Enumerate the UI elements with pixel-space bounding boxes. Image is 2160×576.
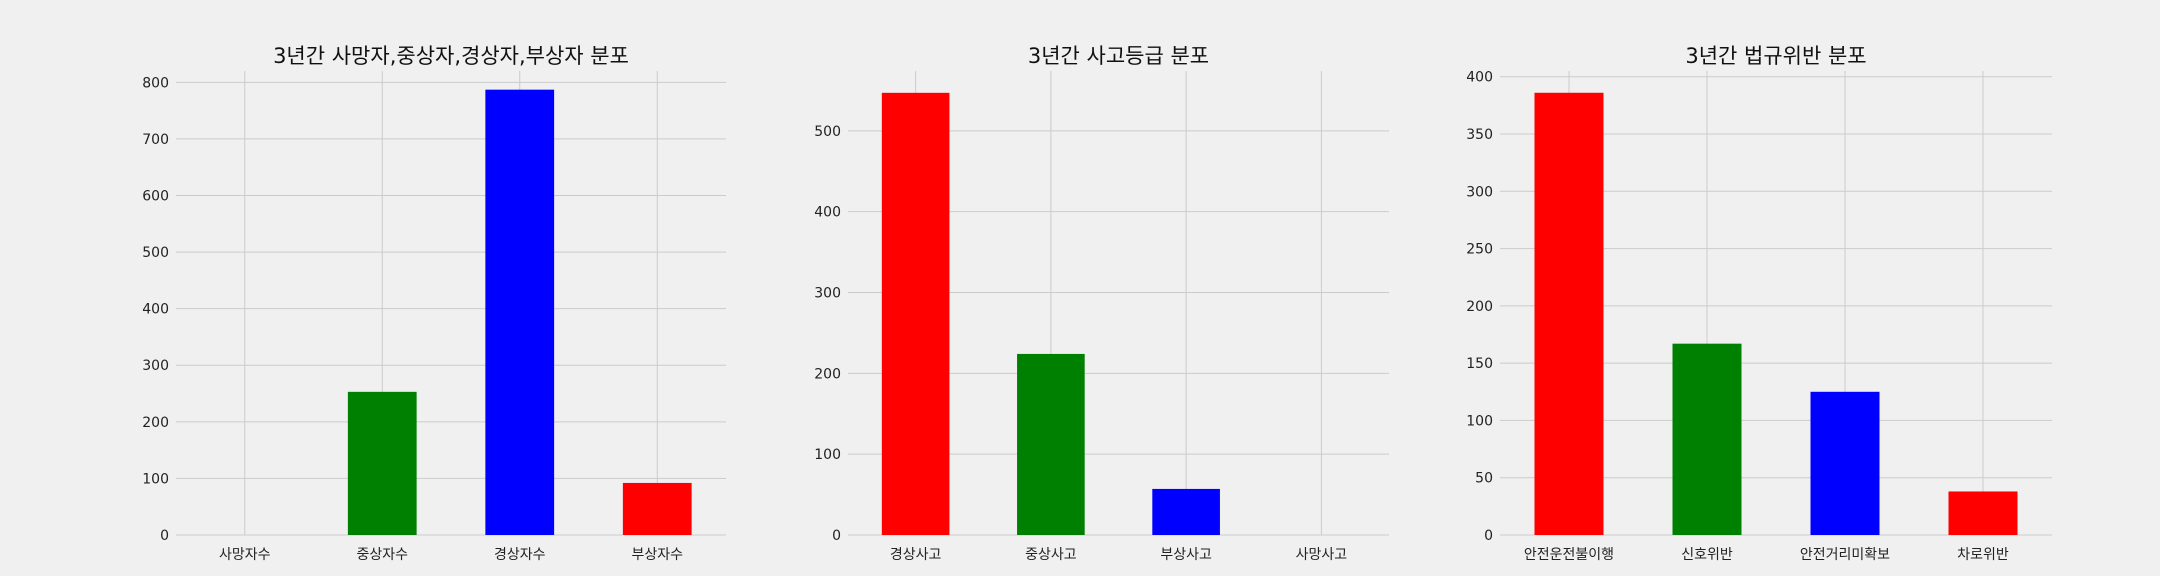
bar-중상자수	[347, 391, 417, 535]
y-tick-label: 800	[142, 75, 169, 91]
y-tick-label: 100	[142, 471, 169, 487]
y-tick-label: 200	[1466, 299, 1493, 315]
x-tick-label: 부상사고	[1160, 547, 1212, 563]
bar-부상사고	[1152, 488, 1220, 535]
y-tick-label: 400	[814, 205, 841, 221]
y-tick-label: 600	[142, 188, 169, 204]
chart-1: 0 100 200 300 400 500 600 700 800 사망자수 중상자수 경상자수 부상자…	[142, 44, 726, 563]
y-tick-label: 200	[142, 415, 169, 431]
x-tick-label: 경상자수	[494, 547, 546, 563]
x-tick-label: 사망사고	[1296, 547, 1348, 563]
y-tick-label: 0	[160, 528, 169, 544]
x-tick-label: 사망자수	[219, 547, 271, 563]
bar-차로위반	[1948, 491, 2018, 535]
x-tick-label: 안전운전불이행	[1524, 547, 1614, 563]
chart-title: 3년간 법규위반 분포	[1685, 44, 1866, 68]
y-tick-label: 300	[142, 358, 169, 374]
y-tick-label: 0	[832, 528, 841, 544]
y-tick-label: 300	[1466, 184, 1493, 200]
y-tick-label: 500	[814, 124, 841, 140]
bar-부상자수	[622, 482, 692, 535]
y-tick-label: 350	[1466, 127, 1493, 143]
y-tick-label: 500	[142, 245, 169, 261]
y-tick-label: 400	[1466, 70, 1493, 86]
bar-안전운전불이행	[1534, 92, 1604, 536]
y-tick-label: 100	[1466, 413, 1493, 429]
x-tick-label: 차로위반	[1957, 547, 2009, 563]
y-tick-label: 300	[814, 285, 841, 301]
chart-title: 3년간 사망자,중상자,경상자,부상자 분포	[273, 44, 629, 68]
chart-3: 0 50 100 150 200 250 300 350 400 안전운전불이행 신호위반 안전거리미…	[1466, 44, 2052, 563]
x-tick-label: 안전거리미확보	[1800, 547, 1890, 563]
y-tick-label: 100	[814, 447, 841, 463]
y-tick-label: 200	[814, 366, 841, 382]
chart-2: 0 100 200 300 400 500 경상사고 중상사고 부상사고 사망사고 3년간 사고등급…	[814, 44, 1389, 563]
y-tick-label: 0	[1484, 528, 1493, 544]
y-tick-label: 150	[1466, 356, 1493, 372]
y-tick-label: 250	[1466, 242, 1493, 258]
x-tick-label: 부상자수	[631, 547, 683, 563]
bar-신호위반	[1672, 343, 1742, 535]
x-tick-label: 중상자수	[356, 547, 408, 563]
bar-안전거리미확보	[1810, 391, 1880, 535]
chart-title: 3년간 사고등급 분포	[1028, 44, 1209, 68]
y-tick-label: 50	[1475, 471, 1493, 487]
x-tick-label: 경상사고	[890, 547, 942, 563]
y-tick-label: 400	[142, 302, 169, 318]
y-tick-label: 700	[142, 132, 169, 148]
bar-경상사고	[881, 92, 950, 536]
bar-중상사고	[1017, 353, 1085, 535]
bar-경상자수	[485, 89, 555, 536]
x-tick-label: 중상사고	[1025, 547, 1077, 563]
x-tick-label: 신호위반	[1681, 547, 1733, 563]
